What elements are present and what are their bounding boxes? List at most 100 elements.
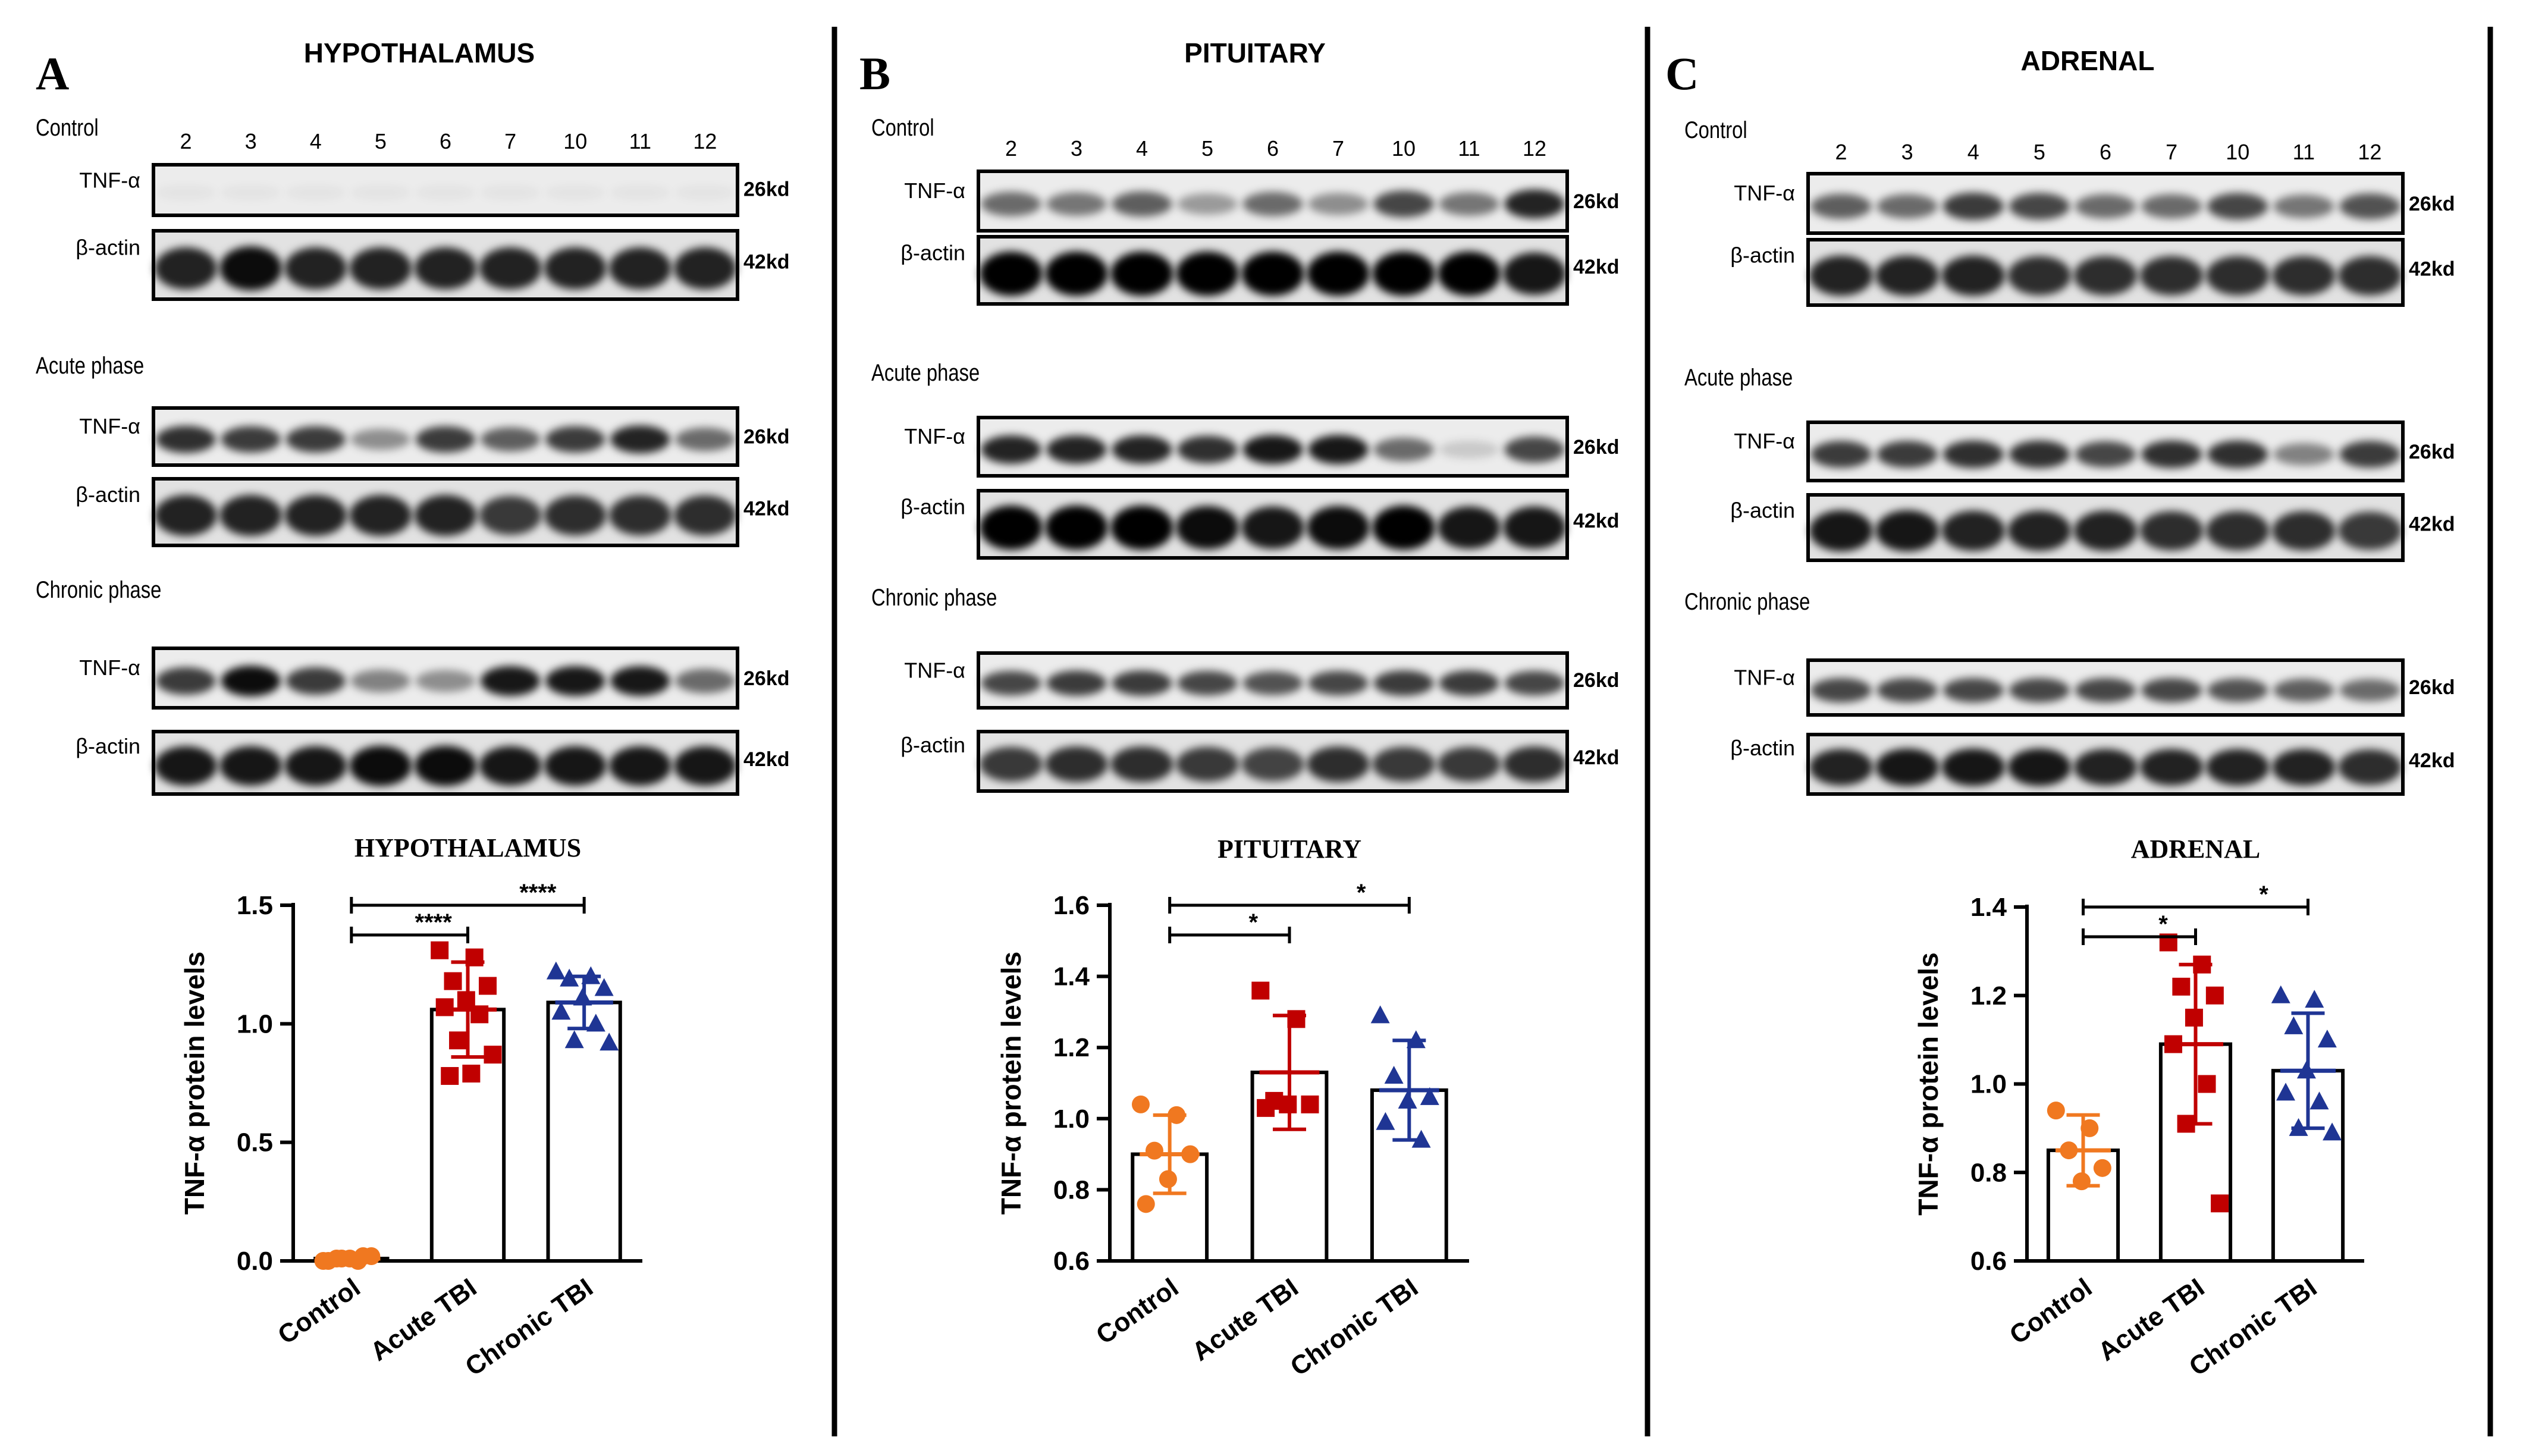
panel-title: HYPOTHALAMUS [304,37,535,68]
data-point [2317,1030,2337,1048]
actin-band [219,246,283,291]
actin-row-label: β-actin [76,482,140,507]
x-tick-label: Control [1091,1273,1184,1350]
chart-title: PITUITARY [1217,834,1361,864]
tnf-band [2141,440,2202,469]
actin-blot-strip [1806,733,2405,796]
blot-condition-label: Chronic phase [871,584,997,611]
tnf-row-label: TNF-α [904,424,965,448]
data-point [2309,1091,2329,1110]
actin-band [284,746,347,786]
tnf-band [2141,194,2202,219]
actin-band [1045,505,1108,550]
tnf-band [156,667,216,695]
lane-label: 4 [1136,136,1148,161]
actin-band [1307,251,1370,296]
tnf-blot-strip [977,651,1569,710]
actin-blot-strip [977,235,1569,306]
kd26-label: 26kd [743,426,790,448]
actin-band [1241,251,1304,296]
tnf-band [1308,435,1369,465]
tnf-band [2009,193,2070,220]
data-point [1406,1030,1426,1049]
significance-label: **** [519,880,557,906]
data-point [581,966,601,984]
y-tick-label: 0.8 [1053,1175,1090,1204]
tnf-blot-strip [1806,658,2405,717]
kd42-label: 42kd [1573,256,1620,278]
kd42-label: 42kd [1573,746,1620,769]
tnf-band [2075,194,2136,219]
tnf-band [285,667,346,695]
lane-label: 10 [1392,136,1416,161]
significance-label: **** [415,909,453,936]
panel-letter: C [1665,48,1699,99]
actin-row-label: β-actin [900,733,965,757]
data-point [2305,990,2324,1008]
data-point [444,972,462,990]
lane-label: 4 [1967,140,1979,164]
data-point [1279,1095,1297,1113]
actin-band [2139,256,2204,296]
tnf-band [1876,677,1938,703]
significance-bracket: **** [350,880,586,914]
actin-band [2338,512,2402,550]
tnf-band [1810,441,1872,468]
data-point [2177,1115,2195,1133]
kd26-label: 26kd [743,667,790,690]
actin-band [349,247,412,290]
tnf-blot-strip [1806,172,2405,235]
lane-label: 5 [1201,136,1213,161]
x-tick-label: Chronic TBI [1285,1273,1423,1382]
actin-blot-strip [152,477,739,547]
actin-band [2272,256,2336,296]
data-point [319,1252,338,1270]
lane-label: 3 [245,129,257,153]
tnf-band [415,670,476,692]
tnf-band [221,426,281,453]
data-point [2080,1119,2099,1137]
lane-label: 11 [2293,140,2315,164]
kd26-label: 26kd [1573,669,1620,692]
lane-label: 7 [1332,136,1344,161]
actin-band [1438,506,1501,549]
significance-label: * [2158,911,2168,937]
tnf-row-label: TNF-α [1734,665,1795,689]
tnf-band [675,186,735,200]
blot-group-1: Control 2 3 4 5 6 7 10 11 12 TNF-α 26kd β-actin 42kd [871,114,1620,306]
tnf-band [1112,435,1172,464]
y-tick-label: 1.2 [1970,981,2007,1011]
actin-band [219,495,283,536]
y-tick-label: 0.0 [237,1247,273,1276]
tnf-row-label: TNF-α [904,658,965,682]
tnf-band [1242,671,1303,695]
tnf-band [1943,192,2004,221]
tnf-band [1112,670,1172,696]
actin-band [1372,505,1435,550]
data-point [560,968,579,987]
tnf-blot-strip [152,406,739,467]
actin-band [2338,749,2402,785]
y-tick-label: 1.5 [237,891,273,920]
x-tick-label: Chronic TBI [460,1273,598,1382]
lane-label: 12 [1523,136,1546,161]
y-tick-label: 1.0 [1053,1104,1090,1134]
actin-blot-strip [152,229,739,301]
significance-label: * [1249,909,1259,936]
blot-group-2: Acute phase TNF-α 26kd β-actin 42kd [36,352,790,547]
data-point [2072,1172,2091,1191]
y-tick-label: 1.4 [1970,893,2007,922]
actin-band [674,746,736,786]
actin-band [2338,256,2402,296]
actin-band [349,745,412,786]
actin-blot-strip [1806,493,2405,562]
data-point [573,987,592,1006]
significance-bracket: **** [350,909,469,943]
actin-band [1110,505,1173,550]
data-point [600,1033,619,1051]
data-point [2296,1060,2316,1079]
actin-band [1241,506,1304,549]
actin-blot-strip [977,730,1569,793]
actin-band [479,247,542,290]
actin-band [544,746,607,786]
